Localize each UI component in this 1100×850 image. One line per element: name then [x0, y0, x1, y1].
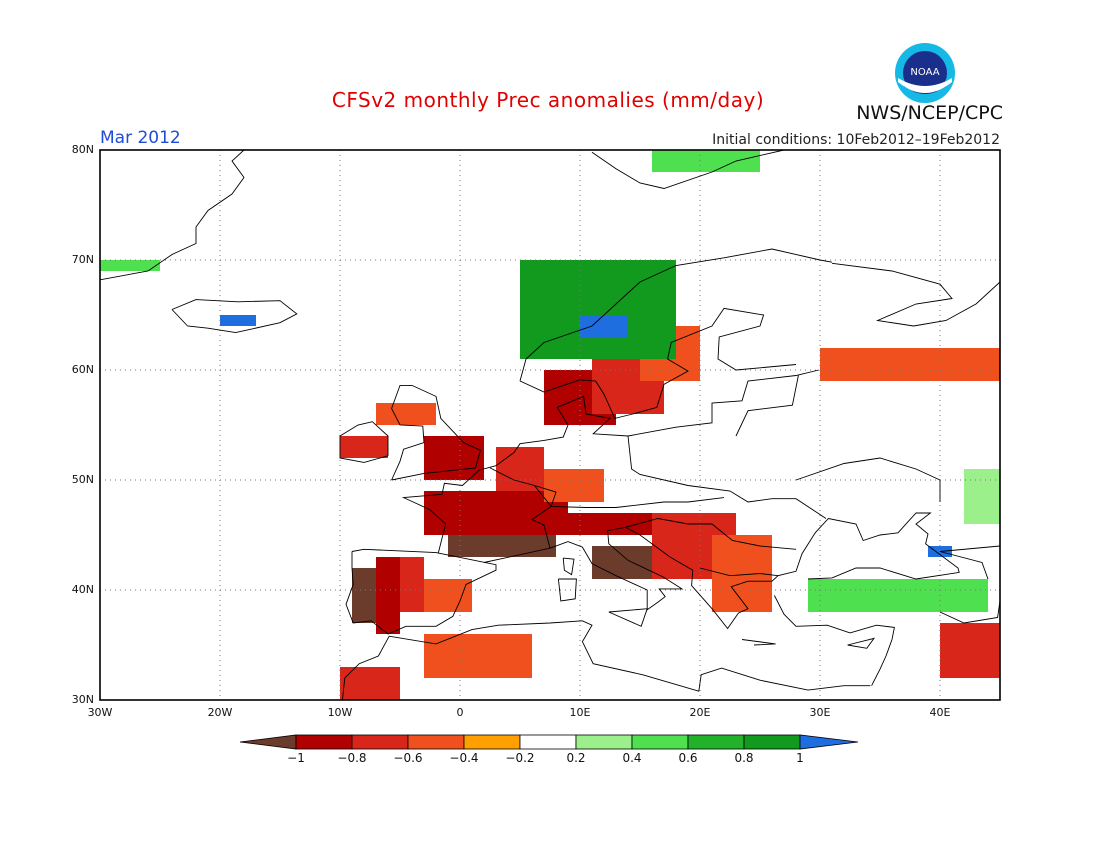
anomaly-region-greenland-east: [100, 260, 160, 271]
colorbar-arrow-high: [799, 734, 859, 750]
colorbar-segment: [407, 734, 465, 750]
colorbar-tick-label: −0.4: [449, 751, 479, 765]
coastline: [608, 608, 648, 627]
lon-label: 20E: [689, 706, 711, 719]
colorbar-tick-label: −0.6: [393, 751, 423, 765]
coastline: [483, 467, 552, 563]
anomaly-region-norway-blue: [580, 315, 628, 337]
colorbar: [239, 734, 859, 750]
coastline: [741, 639, 776, 646]
colorbar-tick-label: −1: [287, 751, 305, 765]
colorbar-segment: [463, 734, 521, 750]
coastline: [847, 637, 876, 649]
anomaly-region-turkey-north: [808, 579, 988, 612]
coastline: [534, 485, 725, 508]
colorbar-segment: [687, 734, 745, 750]
anomaly-region-spain-central: [400, 557, 424, 612]
anomaly-region-svalbard: [652, 150, 760, 172]
anomaly-region-france-south: [448, 535, 556, 557]
colorbar-segment: [519, 734, 577, 750]
lon-label: 30W: [87, 706, 113, 719]
lon-label: 10E: [569, 706, 591, 719]
lon-label: 10W: [327, 706, 353, 719]
colorbar-segment: [295, 734, 353, 750]
lat-label: 30N: [71, 693, 94, 706]
coastline: [939, 600, 1000, 624]
coastlines: [100, 150, 1000, 700]
anomaly-region-iceland: [220, 315, 256, 326]
coastline: [100, 150, 245, 281]
coastline: [401, 369, 819, 553]
anomaly-region-spain-east: [424, 579, 472, 612]
colorbar-tick-label: 0.2: [566, 751, 586, 765]
colorbar-segment: [743, 734, 801, 750]
lat-label: 50N: [71, 473, 94, 486]
colorbar-segment: [351, 734, 409, 750]
anomaly-region-north-africa: [424, 634, 532, 678]
coastline: [591, 150, 785, 189]
colorbar-tick-label: −0.8: [337, 751, 367, 765]
colorbar-segment: [575, 734, 633, 750]
anomaly-region-ireland: [340, 436, 388, 458]
anomaly-region-spain-west: [352, 568, 376, 623]
coastline: [391, 384, 481, 481]
colorbar-tick-label: 1: [796, 751, 804, 765]
anomaly-region-norway-coast: [520, 260, 676, 359]
colorbar-arrow-low: [239, 734, 297, 750]
coastline: [939, 545, 1000, 580]
coastline: [625, 518, 797, 550]
initial-conditions: Initial conditions: 10Feb2012–19Feb2012: [712, 132, 1000, 148]
coastline: [773, 595, 895, 686]
anomaly-region-spain-west-fringe: [376, 557, 400, 634]
lat-label: 70N: [71, 253, 94, 266]
coastline: [557, 578, 577, 602]
lat-label: 80N: [71, 143, 94, 156]
colorbar-tick-label: −0.2: [505, 751, 535, 765]
map-gridlines: [100, 150, 1000, 700]
agency-label: NWS/NCEP/CPC: [856, 102, 1003, 124]
anomaly-region-germany-west: [544, 469, 604, 502]
noaa-logo-icon: NOAA: [895, 43, 955, 103]
coastline: [519, 248, 833, 382]
chart-title: CFSv2 monthly Prec anomalies (mm/day): [331, 88, 765, 112]
coastline: [699, 567, 779, 577]
coastline: [562, 557, 575, 576]
lon-label: 0: [456, 706, 464, 719]
coastline: [549, 512, 960, 630]
anomaly-region-alps: [568, 513, 652, 535]
logo-wordmark: NOAA: [910, 67, 939, 78]
lon-label: 30E: [809, 706, 831, 719]
coastline: [345, 548, 497, 635]
lon-label: 20W: [207, 706, 233, 719]
lon-label: 40E: [929, 706, 951, 719]
coastline: [795, 457, 941, 502]
coastline: [519, 307, 797, 419]
coastline: [341, 620, 871, 700]
coastline: [627, 435, 827, 519]
colorbar-segment: [631, 734, 689, 750]
coastline: [171, 299, 298, 334]
anomaly-region-caucasus: [964, 469, 1000, 524]
lat-label: 60N: [71, 363, 94, 376]
forecast-period: Mar 2012: [100, 128, 181, 148]
colorbar-tick-label: 0.6: [678, 751, 698, 765]
coastline: [339, 421, 389, 463]
anomaly-region-morocco: [340, 667, 400, 700]
colorbar-tick-label: 0.8: [734, 751, 754, 765]
map-frame: [99, 149, 1001, 701]
anomaly-region-benelux: [496, 447, 544, 491]
anomaly-region-russia-north: [820, 348, 1000, 381]
colorbar-tick-label: 0.4: [622, 751, 642, 765]
coastline: [735, 375, 799, 437]
anomaly-region-middle-east: [940, 623, 1000, 678]
anomaly-region-scotland: [376, 403, 436, 425]
coastline: [831, 262, 1000, 327]
lat-label: 40N: [71, 583, 94, 596]
